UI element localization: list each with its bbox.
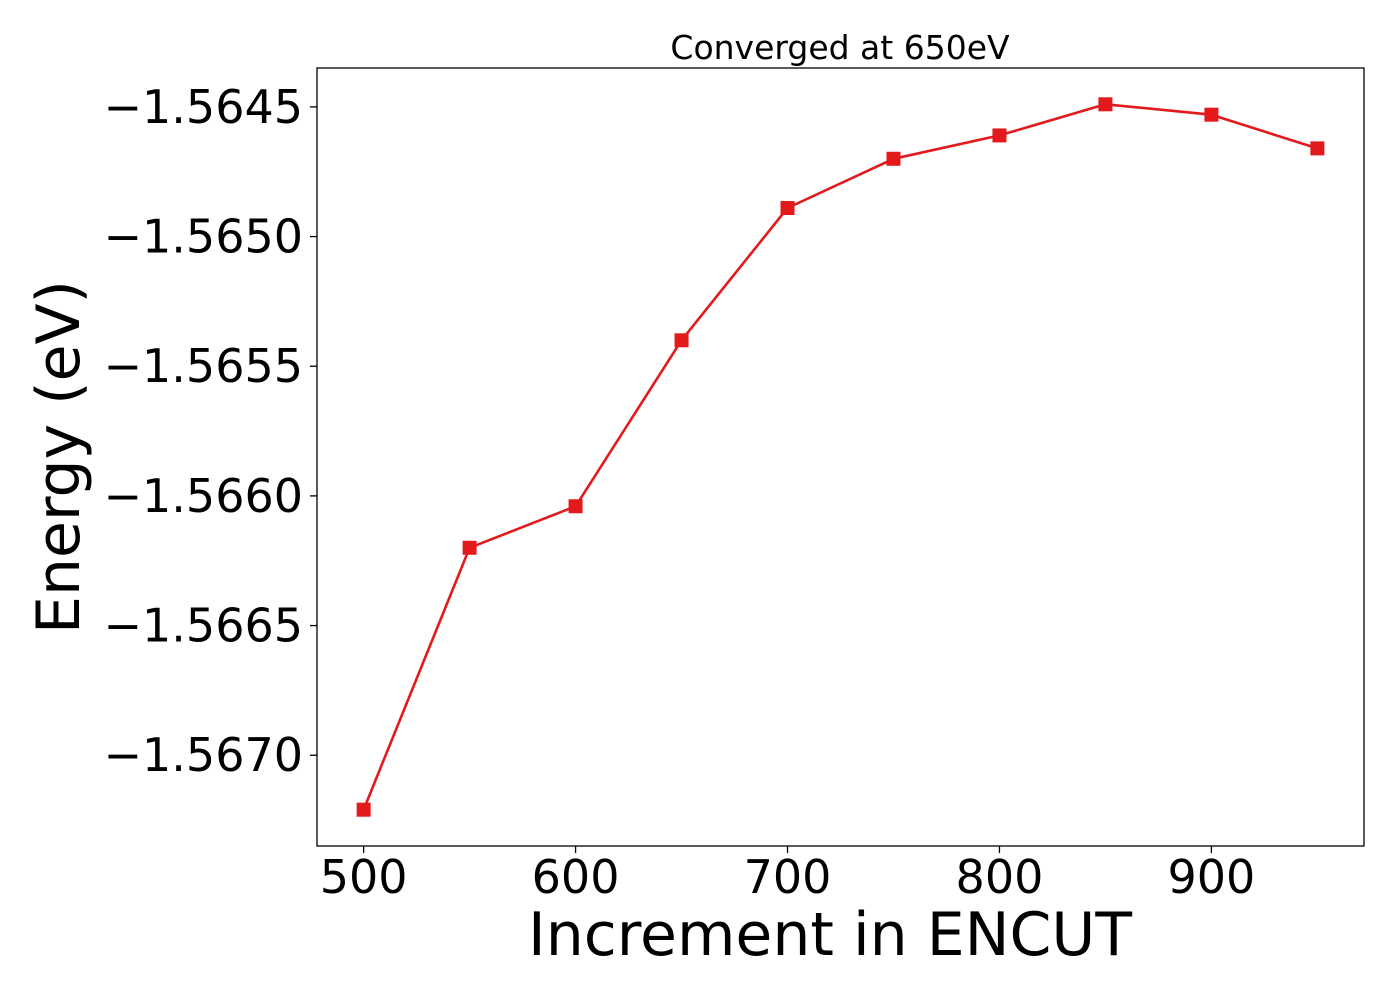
data-point [674,333,689,348]
y-tick-label: −1.5665 [104,599,304,653]
series-line [362,103,1318,811]
y-tick-label: −1.5650 [104,210,304,264]
x-tick-label: 800 [956,850,1044,904]
data-point [462,540,477,555]
data-point [1310,141,1325,156]
data-point [356,802,371,817]
y-tick-label: −1.5670 [104,728,304,782]
y-tick-label: −1.5655 [104,339,304,393]
x-tick-label: 900 [1167,850,1255,904]
data-point [992,128,1007,143]
y-axis-ticks: −1.5645 −1.5650 −1.5655 −1.5660 −1.5665 −1.56… [104,80,317,782]
x-axis-ticks: 500 600 700 800 900 [320,846,1255,904]
data-point [1098,97,1113,112]
data-point [886,151,901,166]
y-tick-label: −1.5660 [104,469,304,523]
x-axis-label: Increment in ENCUT [528,900,1132,970]
series-markers [356,97,1325,817]
plot-frame [316,67,1365,847]
x-tick-label: 600 [532,850,620,904]
data-point [780,201,795,216]
data-point [1204,107,1219,122]
data-point [568,499,583,514]
x-tick-label: 700 [744,850,832,904]
y-axis-label: Energy (eV) [24,280,94,634]
chart-title: Converged at 650eV [670,28,1010,67]
y-tick-label: −1.5645 [104,80,304,134]
x-tick-label: 500 [320,850,408,904]
